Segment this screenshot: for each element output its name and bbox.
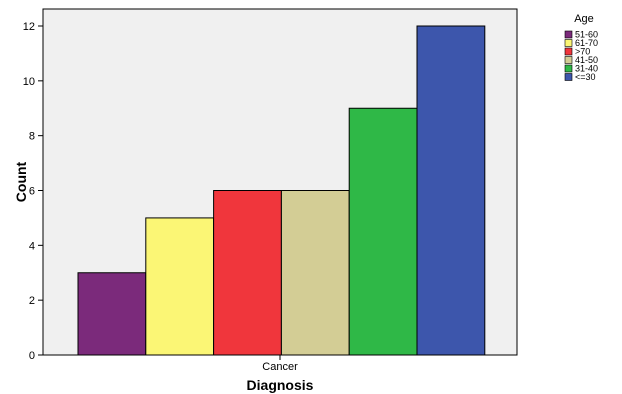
x-axis-title: Diagnosis <box>247 377 314 393</box>
legend-label: 61-70 <box>575 38 598 48</box>
y-tick-label: 2 <box>29 295 35 307</box>
y-tick-label: 12 <box>23 21 35 33</box>
legend-title: Age <box>574 13 594 25</box>
legend-swatch <box>564 56 573 64</box>
legend-swatch <box>564 64 573 73</box>
x-tick-label: Cancer <box>262 361 298 373</box>
x-axis: Cancer <box>262 355 298 373</box>
bar->70 <box>213 190 282 356</box>
legend-swatch <box>564 73 573 81</box>
bars <box>77 25 486 356</box>
legend-swatch <box>564 30 573 39</box>
legend-label: <=30 <box>575 72 596 82</box>
legend-label: 31-40 <box>575 64 598 74</box>
y-tick-label: 6 <box>29 186 35 198</box>
y-tick-label: 4 <box>29 240 35 252</box>
legend-label: >70 <box>575 47 590 57</box>
y-tick-label: 0 <box>29 350 35 362</box>
bar-41-50 <box>280 190 350 356</box>
y-tick-label: 8 <box>29 131 35 143</box>
bar-<=30 <box>416 25 486 356</box>
bar-51-60 <box>77 272 147 356</box>
y-axis: 0 2 4 6 8 10 12 <box>23 21 43 362</box>
y-tick-label: 10 <box>23 76 35 88</box>
legend-swatch <box>564 47 573 56</box>
y-axis-title: Count <box>13 161 29 202</box>
legend-swatch <box>564 39 573 47</box>
bar-31-40 <box>348 107 418 356</box>
legend-label: 41-50 <box>575 55 598 65</box>
bar-61-70 <box>145 217 215 356</box>
legend-label: 51-60 <box>575 30 598 40</box>
